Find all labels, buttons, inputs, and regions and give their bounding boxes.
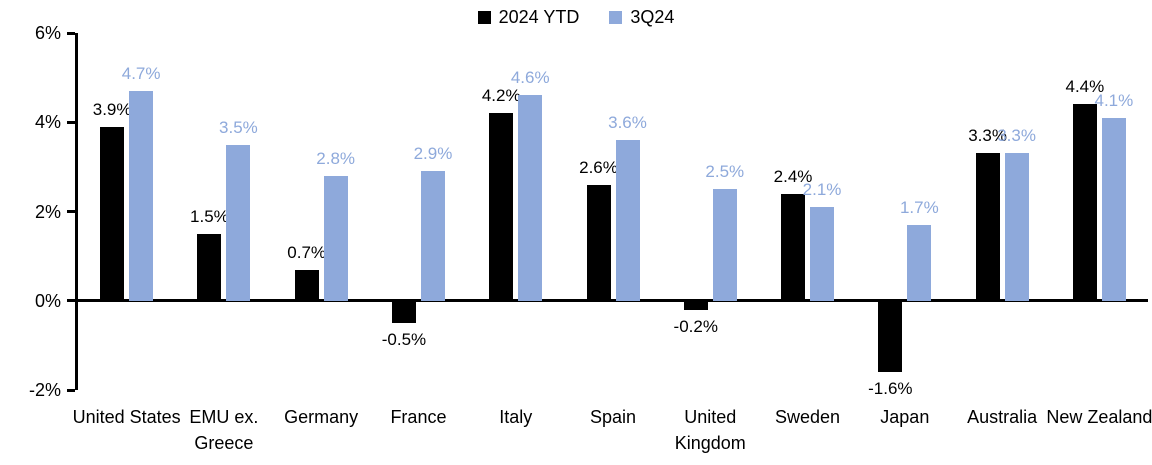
category-label-sweden: Sweden	[775, 407, 841, 427]
bar-3q24-united-kingdom	[712, 189, 737, 301]
bar-label-2024-ytd-spain: 2.6%	[579, 157, 618, 177]
chart-legend: 2024 YTD 3Q24	[0, 7, 1152, 28]
y-axis-tick	[67, 31, 75, 35]
bar-2024-ytd-germany	[294, 269, 319, 301]
zero-line	[75, 299, 1148, 303]
bar-2024-ytd-australia	[975, 153, 1000, 301]
bar-label-2024-ytd-japan: -1.6%	[868, 379, 913, 399]
bar-label-3q24-australia: 3.3%	[997, 126, 1036, 146]
category-label-emu-ex-greece: EMU ex. Greece	[189, 407, 259, 453]
bar-label-2024-ytd-italy: 4.2%	[481, 86, 521, 106]
bar-label-2024-ytd-sweden: 2.4%	[773, 166, 813, 186]
y-axis-tick	[67, 120, 75, 124]
y-tick-label-2: 2%	[34, 201, 61, 222]
category-label-united-kingdom: United Kingdom	[674, 407, 746, 453]
bar-label-3q24-japan: 1.7%	[899, 197, 939, 217]
bar-label-2024-ytd-france: -0.5%	[381, 330, 427, 350]
bar-label-3q24-emu-ex-greece: 3.5%	[219, 117, 258, 137]
bar-label-3q24-united-kingdom: 2.5%	[705, 162, 745, 182]
category-label-australia: Australia	[967, 407, 1038, 427]
bar-label-2024-ytd-united-states: 3.9%	[92, 99, 132, 119]
y-axis-line	[75, 33, 78, 390]
y-tick-label-2: -2%	[28, 380, 61, 400]
bar-3q24-germany	[323, 175, 348, 301]
bar-label-2024-ytd-australia: 3.3%	[968, 126, 1007, 146]
bar-label-3q24-germany: 2.8%	[316, 148, 356, 168]
bar-label-2024-ytd-germany: 0.7%	[287, 242, 327, 262]
bar-3q24-united-states	[129, 91, 154, 301]
legend-swatch-2024-ytd-icon	[477, 11, 491, 24]
category-label-italy: Italy	[499, 407, 533, 427]
bar-3q24-new-zealand	[1101, 117, 1126, 301]
bar-2024-ytd-united-states	[100, 126, 125, 301]
bar-label-3q24-sweden: 2.1%	[802, 180, 842, 200]
bar-3q24-italy	[518, 95, 543, 301]
bar-3q24-sweden	[810, 207, 835, 301]
bar-2024-ytd-new-zealand	[1072, 104, 1097, 301]
y-axis-tick	[67, 388, 75, 392]
legend-item-2024-ytd: 2024 YTD	[477, 7, 580, 28]
y-tick-label-0: 0%	[34, 290, 61, 311]
category-label-new-zealand: New Zealand	[1046, 407, 1152, 427]
bar-3q24-japan	[907, 224, 932, 301]
legend-label-2024-ytd: 2024 YTD	[498, 7, 580, 27]
bar-3q24-emu-ex-greece	[226, 144, 251, 301]
y-tick-label-6: 6%	[34, 23, 61, 43]
bar-2024-ytd-italy	[489, 113, 514, 301]
bar-2024-ytd-sweden	[781, 193, 806, 301]
legend-label-3q24: 3Q24	[630, 7, 675, 27]
bar-2024-ytd-spain	[586, 184, 611, 301]
category-label-germany: Germany	[284, 407, 359, 427]
category-label-japan: Japan	[880, 407, 930, 427]
bar-3q24-france	[420, 171, 445, 301]
y-axis-tick	[67, 210, 75, 213]
bar-label-2024-ytd-united-kingdom: -0.2%	[673, 316, 718, 336]
category-label-france: France	[390, 407, 447, 427]
bar-2024-ytd-united-kingdom	[683, 300, 708, 310]
bar-label-2024-ytd-emu-ex-greece: 1.5%	[190, 206, 229, 226]
bar-3q24-spain	[615, 140, 640, 301]
bar-2024-ytd-japan	[878, 300, 903, 373]
bar-3q24-australia	[1004, 153, 1029, 301]
bar-label-3q24-united-states: 4.7%	[121, 64, 161, 83]
bar-label-3q24-spain: 3.6%	[608, 113, 647, 133]
bar-label-2024-ytd-new-zealand: 4.4%	[1065, 77, 1105, 97]
y-axis-tick	[67, 299, 75, 303]
legend-swatch-3q24-icon	[609, 11, 623, 24]
bar-label-3q24-italy: 4.6%	[510, 68, 550, 88]
y-tick-label-4: 4%	[34, 112, 61, 133]
bar-label-3q24-france: 2.9%	[413, 144, 453, 164]
bar-label-3q24-new-zealand: 4.1%	[1094, 90, 1134, 110]
legend-item-3q24: 3Q24	[609, 7, 674, 28]
category-label-spain: Spain	[589, 407, 637, 427]
bar-2024-ytd-france	[391, 300, 416, 324]
category-label-united-states: United States	[72, 407, 181, 427]
bar-2024-ytd-emu-ex-greece	[197, 233, 222, 301]
